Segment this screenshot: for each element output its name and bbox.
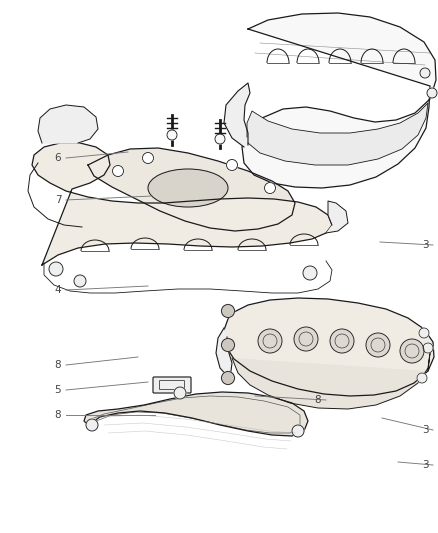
Circle shape: [86, 419, 98, 431]
Text: 7: 7: [55, 195, 61, 205]
Circle shape: [399, 339, 423, 363]
Circle shape: [293, 327, 317, 351]
Text: 3: 3: [421, 425, 427, 435]
Circle shape: [173, 387, 186, 399]
Ellipse shape: [148, 169, 227, 207]
Polygon shape: [215, 328, 231, 379]
Text: 8: 8: [314, 395, 321, 405]
Circle shape: [264, 182, 275, 193]
Circle shape: [112, 166, 123, 176]
Text: 8: 8: [55, 360, 61, 370]
Text: 8: 8: [55, 410, 61, 420]
Polygon shape: [223, 298, 433, 396]
Text: 5: 5: [55, 385, 61, 395]
Circle shape: [74, 275, 86, 287]
Circle shape: [365, 333, 389, 357]
Polygon shape: [247, 103, 427, 165]
Circle shape: [221, 372, 234, 384]
Circle shape: [142, 152, 153, 164]
Polygon shape: [231, 353, 429, 409]
Polygon shape: [84, 392, 307, 436]
Circle shape: [422, 343, 432, 353]
Text: 6: 6: [55, 153, 61, 163]
Circle shape: [419, 68, 429, 78]
FancyBboxPatch shape: [153, 377, 191, 393]
Circle shape: [215, 134, 225, 144]
Circle shape: [221, 338, 234, 351]
Circle shape: [226, 159, 237, 171]
Circle shape: [221, 304, 234, 318]
Circle shape: [49, 262, 63, 276]
Polygon shape: [32, 143, 331, 265]
Circle shape: [418, 328, 428, 338]
Text: 4: 4: [55, 285, 61, 295]
Circle shape: [291, 425, 303, 437]
Circle shape: [416, 373, 426, 383]
Circle shape: [258, 329, 281, 353]
Circle shape: [166, 130, 177, 140]
Circle shape: [329, 329, 353, 353]
Polygon shape: [241, 13, 435, 188]
Polygon shape: [88, 148, 294, 231]
Polygon shape: [38, 105, 98, 143]
Polygon shape: [325, 201, 347, 233]
Text: 3: 3: [421, 460, 427, 470]
Text: 3: 3: [421, 240, 427, 250]
Circle shape: [302, 266, 316, 280]
Circle shape: [426, 88, 436, 98]
Polygon shape: [223, 83, 249, 147]
